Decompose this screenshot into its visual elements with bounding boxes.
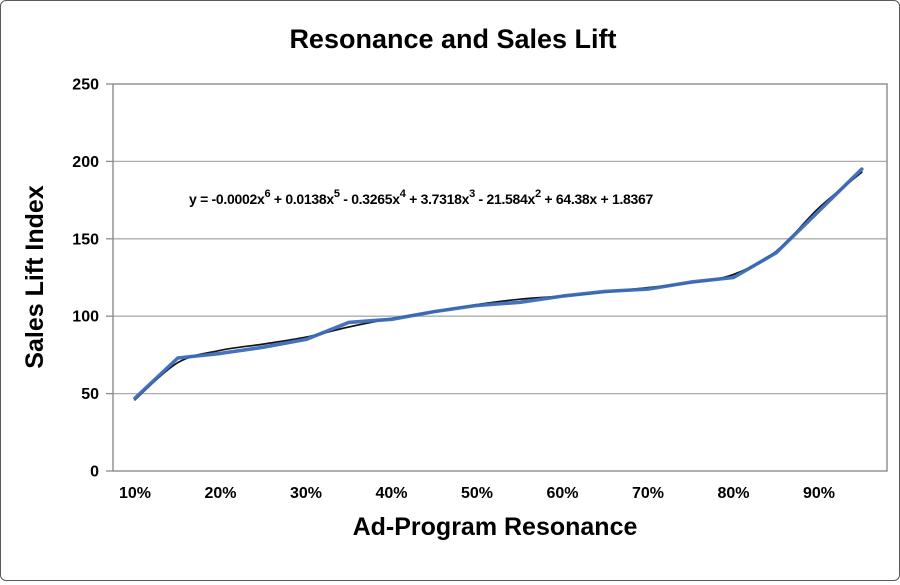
x-tick-label: 90% bbox=[803, 485, 835, 502]
x-tick-label: 40% bbox=[375, 485, 407, 502]
trendline bbox=[134, 171, 863, 401]
x-tick-label: 80% bbox=[717, 485, 749, 502]
y-tick-label: 250 bbox=[72, 77, 99, 94]
chart-title: Resonance and Sales Lift bbox=[289, 24, 616, 54]
plot-area: 0 50 100 150 200 250 10% 20% 30% 40% 50% 60% 70% 80% 9… bbox=[72, 77, 888, 502]
y-tick-label: 50 bbox=[81, 386, 99, 403]
y-tick-label: 200 bbox=[72, 154, 99, 171]
y-tick-label: 150 bbox=[72, 231, 99, 248]
equation-label: y = -0.0002x6 + 0.0138x5 - 0.3265x4 + 3.… bbox=[189, 188, 653, 207]
plot-border bbox=[112, 83, 888, 472]
y-tick-label: 0 bbox=[90, 464, 99, 481]
x-tick-label: 20% bbox=[204, 485, 236, 502]
y-tick-label: 100 bbox=[72, 309, 99, 326]
x-tick-label: 70% bbox=[632, 485, 664, 502]
y-axis-title: Sales Lift Index bbox=[21, 185, 49, 368]
x-axis-title: Ad-Program Resonance bbox=[353, 513, 638, 541]
x-tick-label: 60% bbox=[546, 485, 578, 502]
x-tick-label: 10% bbox=[119, 485, 151, 502]
data-series-line bbox=[133, 167, 864, 401]
x-tick-label: 50% bbox=[461, 485, 493, 502]
x-tick-label: 30% bbox=[290, 485, 322, 502]
